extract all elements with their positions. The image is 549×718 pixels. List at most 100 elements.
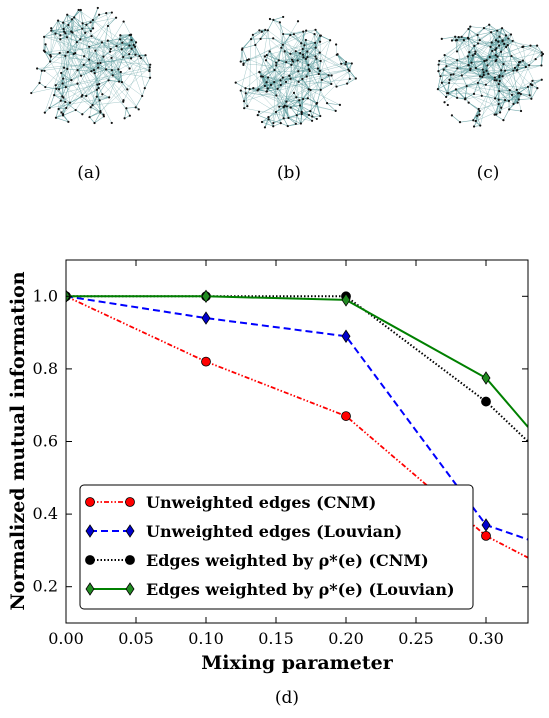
network-node xyxy=(335,85,338,88)
network-node xyxy=(283,104,286,107)
network-edge xyxy=(258,34,291,90)
network-edge xyxy=(144,77,151,89)
network-edge xyxy=(297,60,310,70)
panel-label-b: (b) xyxy=(277,163,301,183)
network-edge xyxy=(53,88,57,96)
network-edge xyxy=(468,102,480,112)
panel-label-d: (d) xyxy=(275,688,299,708)
network-node xyxy=(79,38,82,41)
y-tick-label: 0.2 xyxy=(33,577,58,596)
network-node xyxy=(486,64,489,67)
network-node xyxy=(335,53,338,56)
network-node xyxy=(244,87,247,90)
network-node xyxy=(117,80,121,83)
network-node xyxy=(456,96,459,99)
network-edge xyxy=(279,22,284,35)
network-node xyxy=(476,33,479,37)
network-node xyxy=(318,51,321,54)
network-node xyxy=(478,39,481,42)
network-node xyxy=(476,42,480,45)
network-node xyxy=(239,60,242,63)
network-node xyxy=(474,50,477,53)
network-edge xyxy=(255,44,258,91)
network-edge xyxy=(41,61,51,71)
network-node xyxy=(261,75,264,78)
network-node xyxy=(311,115,314,118)
network-edge xyxy=(477,31,492,36)
network-node xyxy=(60,71,63,75)
network-node xyxy=(446,103,449,107)
network-node xyxy=(62,27,65,31)
network-node xyxy=(91,103,94,107)
network-edge xyxy=(457,97,466,100)
network-edge xyxy=(488,73,513,96)
network-edge xyxy=(275,62,318,104)
network-node xyxy=(246,105,249,108)
network-edge xyxy=(494,70,514,78)
network-edge xyxy=(286,96,297,107)
network-node xyxy=(259,37,262,40)
network-node xyxy=(273,68,276,72)
network-edge xyxy=(479,80,533,112)
network-node xyxy=(92,69,96,72)
network-edges xyxy=(235,16,357,128)
network-edge xyxy=(51,30,65,32)
network-node xyxy=(519,60,522,63)
network-edge xyxy=(494,114,504,121)
network-node xyxy=(81,113,84,116)
network-edge xyxy=(513,92,520,105)
network-node xyxy=(43,111,46,114)
network-edge xyxy=(451,115,461,123)
network-edge xyxy=(259,71,302,113)
network-edge xyxy=(536,45,542,53)
network-node xyxy=(495,58,498,62)
network-node xyxy=(493,76,496,79)
network-graph-b xyxy=(234,15,357,129)
network-node xyxy=(74,51,77,55)
network-node xyxy=(450,114,454,117)
network-node xyxy=(488,55,491,59)
network-node xyxy=(251,33,254,36)
network-node xyxy=(121,41,124,44)
network-node xyxy=(108,96,111,99)
network-node xyxy=(54,116,58,119)
network-node xyxy=(437,69,440,73)
network-node xyxy=(256,114,259,117)
network-node xyxy=(474,66,477,70)
network-edge xyxy=(105,13,123,83)
network-node xyxy=(274,110,278,114)
network-edge xyxy=(65,12,113,88)
network-edges xyxy=(31,7,151,124)
network-node xyxy=(289,52,292,55)
network-node xyxy=(95,88,99,91)
network-node xyxy=(59,34,62,37)
network-node xyxy=(303,44,306,47)
network-node xyxy=(117,68,120,71)
network-node xyxy=(297,70,300,73)
network-edge xyxy=(439,54,496,62)
network-node xyxy=(528,64,531,67)
network-node xyxy=(454,39,458,42)
network-edge xyxy=(439,60,497,81)
network-node xyxy=(295,96,298,99)
network-edge xyxy=(260,43,302,77)
network-node xyxy=(62,77,65,80)
network-node xyxy=(485,69,488,72)
network-node xyxy=(55,87,58,90)
network-edge xyxy=(310,110,321,117)
data-point xyxy=(341,293,351,307)
network-node xyxy=(490,41,493,44)
network-edge xyxy=(77,24,87,84)
network-edge xyxy=(123,53,130,58)
network-edge xyxy=(336,54,347,63)
network-edge xyxy=(499,36,513,42)
network-edge xyxy=(80,14,100,40)
legend: Unweighted edges (CNM) Unweighted edges (… xyxy=(79,484,474,610)
network-node xyxy=(479,124,482,127)
network-edge xyxy=(498,99,506,105)
network-node xyxy=(530,97,533,100)
network-edge xyxy=(454,36,469,66)
network-node xyxy=(62,96,65,99)
network-node xyxy=(460,35,463,38)
network-node xyxy=(306,56,309,59)
